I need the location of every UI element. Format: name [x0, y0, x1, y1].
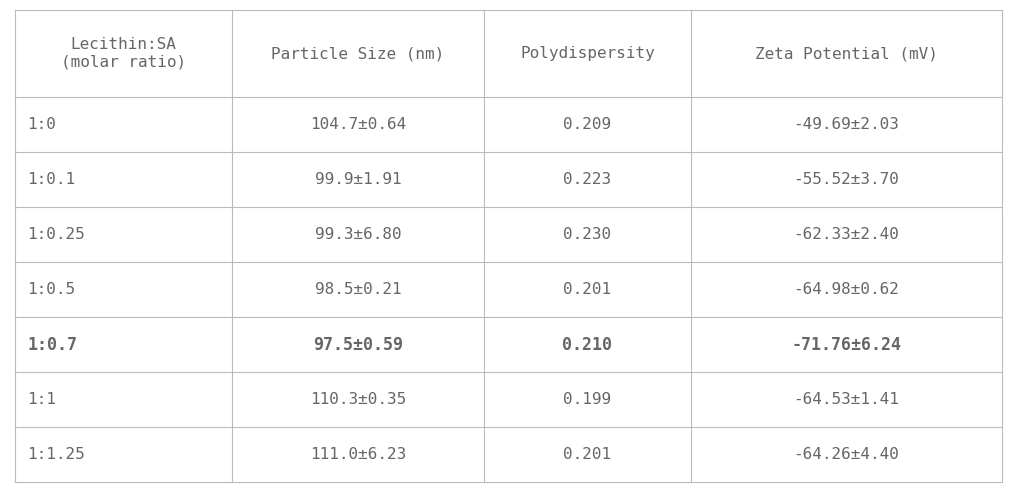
Text: 1:0.5: 1:0.5 — [27, 282, 75, 297]
Text: 1:0.7: 1:0.7 — [27, 336, 77, 354]
Text: 0.201: 0.201 — [563, 447, 611, 462]
Text: -49.69±2.03: -49.69±2.03 — [793, 117, 899, 132]
Text: 0.201: 0.201 — [563, 282, 611, 297]
Text: 111.0±6.23: 111.0±6.23 — [310, 447, 406, 462]
Text: 99.9±1.91: 99.9±1.91 — [314, 172, 402, 187]
Text: 110.3±0.35: 110.3±0.35 — [310, 392, 406, 407]
Text: 0.209: 0.209 — [563, 117, 611, 132]
Text: -62.33±2.40: -62.33±2.40 — [793, 227, 899, 242]
Text: -64.53±1.41: -64.53±1.41 — [793, 392, 899, 407]
Text: 1:0: 1:0 — [27, 117, 56, 132]
Text: 0.230: 0.230 — [563, 227, 611, 242]
Text: 104.7±0.64: 104.7±0.64 — [310, 117, 406, 132]
Text: -55.52±3.70: -55.52±3.70 — [793, 172, 899, 187]
Text: Polydispersity: Polydispersity — [520, 46, 655, 61]
Text: 0.210: 0.210 — [562, 336, 612, 354]
Text: 1:0.1: 1:0.1 — [27, 172, 75, 187]
Text: 1:1.25: 1:1.25 — [27, 447, 85, 462]
Text: 98.5±0.21: 98.5±0.21 — [314, 282, 402, 297]
Text: 97.5±0.59: 97.5±0.59 — [313, 336, 403, 354]
Text: -71.76±6.24: -71.76±6.24 — [791, 336, 901, 354]
Text: 0.223: 0.223 — [563, 172, 611, 187]
Text: 99.3±6.80: 99.3±6.80 — [314, 227, 402, 242]
Text: 1:0.25: 1:0.25 — [27, 227, 85, 242]
Text: Particle Size (nm): Particle Size (nm) — [272, 46, 444, 61]
Text: Lecithin:SA
(molar ratio): Lecithin:SA (molar ratio) — [61, 37, 186, 70]
Text: 0.199: 0.199 — [563, 392, 611, 407]
Text: -64.26±4.40: -64.26±4.40 — [793, 447, 899, 462]
Text: Zeta Potential (mV): Zeta Potential (mV) — [755, 46, 938, 61]
Text: 1:1: 1:1 — [27, 392, 56, 407]
Text: -64.98±0.62: -64.98±0.62 — [793, 282, 899, 297]
